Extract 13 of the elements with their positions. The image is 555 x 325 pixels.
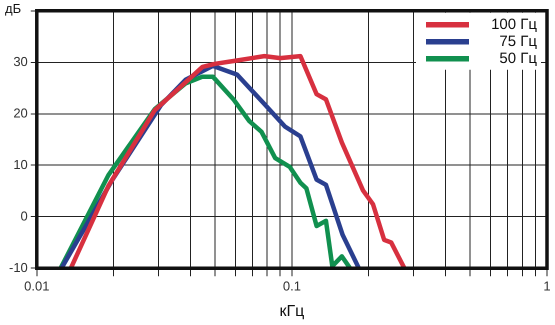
y-tick-label: 10	[13, 156, 28, 172]
x-tick-label: 1	[543, 278, 551, 294]
legend-label: 50 Гц	[499, 50, 538, 67]
x-axis-title: кГц	[279, 302, 304, 320]
y-tick-label: -10	[8, 260, 28, 275]
y-tick-label: 20	[13, 105, 28, 120]
y-axis-title: дБ	[5, 1, 22, 16]
y-tick-label: 30	[13, 54, 28, 69]
legend-label: 75 Гц	[499, 32, 538, 50]
legend-label: 100 Гц	[491, 16, 538, 33]
x-tick-label: 0.01	[24, 278, 50, 294]
x-tick-label: 0.1	[282, 278, 301, 294]
y-tick-label: 0	[20, 208, 28, 224]
